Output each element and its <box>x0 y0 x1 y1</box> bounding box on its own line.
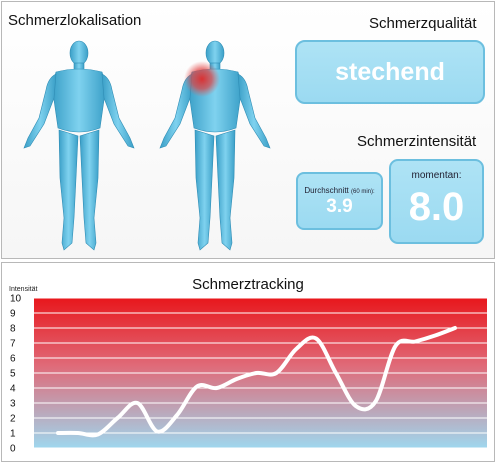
y-tick-label: 2 <box>10 414 16 425</box>
quality-title: Schmerzqualität <box>369 15 477 32</box>
pain-quality-value: stechend <box>335 57 445 86</box>
y-tick-label: 8 <box>10 324 16 335</box>
y-tick-label: 6 <box>10 354 16 365</box>
pain-marker-shoulder[interactable] <box>184 61 220 97</box>
average-label: Durchschnitt (60 min): <box>298 186 381 195</box>
localization-title: Schmerzlokalisation <box>8 12 142 29</box>
current-value: 8.0 <box>408 185 465 229</box>
y-tick-label: 9 <box>10 309 16 320</box>
body-front-figure[interactable] <box>14 38 144 256</box>
pain-quality-box: stechend <box>295 40 485 104</box>
average-label-small: (60 min): <box>351 189 375 195</box>
y-axis-label: Intensität <box>9 286 37 293</box>
current-intensity-box: momentan: 8.0 <box>389 159 484 244</box>
y-tick-label: 1 <box>10 429 16 440</box>
y-tick-label: 5 <box>10 369 16 380</box>
chart-title: Schmerztracking <box>192 276 304 293</box>
y-tick-label: 10 <box>10 294 22 305</box>
average-label-text: Durchschnitt <box>304 186 349 195</box>
average-intensity-box: Durchschnitt (60 min): 3.9 <box>296 172 383 230</box>
intensity-title: Schmerzintensität <box>357 133 477 150</box>
y-tick-label: 3 <box>10 399 16 410</box>
y-tick-label: 0 <box>10 444 16 455</box>
y-tick-label: 4 <box>10 384 16 395</box>
current-label: momentan: <box>411 170 462 181</box>
body-back-figure[interactable] <box>150 38 280 256</box>
pain-line-series <box>56 326 457 438</box>
y-tick-label: 7 <box>10 339 16 350</box>
average-value: 3.9 <box>326 196 353 217</box>
